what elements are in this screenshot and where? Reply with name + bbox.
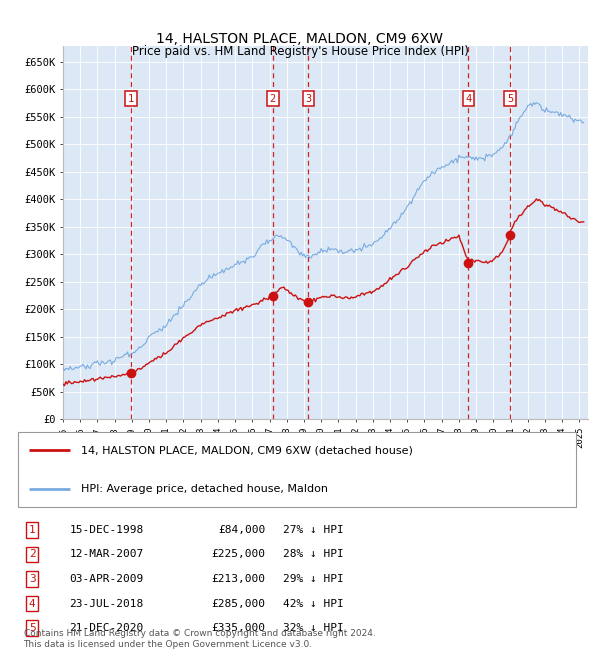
FancyBboxPatch shape [18, 432, 577, 507]
Text: 15-DEC-1998: 15-DEC-1998 [70, 525, 144, 535]
Text: 28% ↓ HPI: 28% ↓ HPI [283, 549, 343, 560]
Text: 21-DEC-2020: 21-DEC-2020 [70, 623, 144, 633]
Text: 2: 2 [29, 549, 35, 560]
Text: Contains HM Land Registry data © Crown copyright and database right 2024.
This d: Contains HM Land Registry data © Crown c… [23, 629, 375, 649]
Text: £225,000: £225,000 [211, 549, 265, 560]
Text: Price paid vs. HM Land Registry's House Price Index (HPI): Price paid vs. HM Land Registry's House … [131, 46, 469, 58]
Text: 29% ↓ HPI: 29% ↓ HPI [283, 574, 343, 584]
Text: 3: 3 [29, 574, 35, 584]
Text: 3: 3 [305, 94, 311, 104]
Text: 23-JUL-2018: 23-JUL-2018 [70, 599, 144, 608]
Text: 1: 1 [29, 525, 35, 535]
Text: 5: 5 [29, 623, 35, 633]
Text: 14, HALSTON PLACE, MALDON, CM9 6XW (detached house): 14, HALSTON PLACE, MALDON, CM9 6XW (deta… [81, 445, 413, 455]
Text: £335,000: £335,000 [211, 623, 265, 633]
Text: £84,000: £84,000 [218, 525, 265, 535]
Text: 14, HALSTON PLACE, MALDON, CM9 6XW: 14, HALSTON PLACE, MALDON, CM9 6XW [157, 32, 443, 46]
Text: 32% ↓ HPI: 32% ↓ HPI [283, 623, 343, 633]
Text: 03-APR-2009: 03-APR-2009 [70, 574, 144, 584]
Text: 42% ↓ HPI: 42% ↓ HPI [283, 599, 343, 608]
Text: 4: 4 [29, 599, 35, 608]
Text: £213,000: £213,000 [211, 574, 265, 584]
Text: £285,000: £285,000 [211, 599, 265, 608]
Text: HPI: Average price, detached house, Maldon: HPI: Average price, detached house, Mald… [81, 484, 328, 494]
Text: 4: 4 [466, 94, 472, 104]
Text: 1: 1 [128, 94, 134, 104]
Text: 12-MAR-2007: 12-MAR-2007 [70, 549, 144, 560]
Text: 27% ↓ HPI: 27% ↓ HPI [283, 525, 343, 535]
Text: 2: 2 [270, 94, 276, 104]
Text: 5: 5 [507, 94, 513, 104]
